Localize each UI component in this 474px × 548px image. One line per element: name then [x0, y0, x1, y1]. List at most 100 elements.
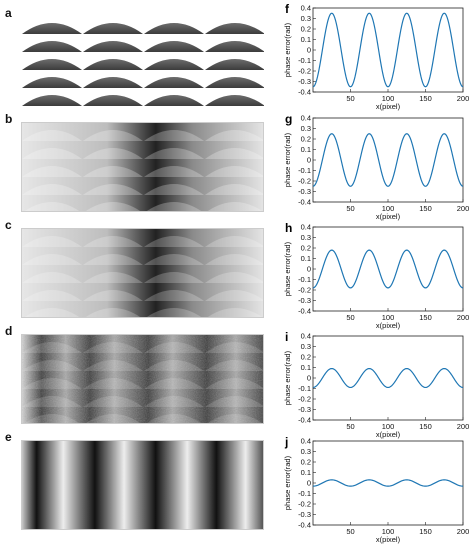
lens-overlay	[205, 236, 263, 247]
phase-error-line	[312, 367, 464, 389]
lens-overlay	[22, 360, 82, 371]
lens-shape	[144, 23, 204, 34]
lens-shape	[144, 95, 204, 106]
plot-frame	[312, 440, 464, 526]
lens-overlay	[147, 414, 201, 423]
y-tick-label: -0.2	[298, 286, 311, 295]
y-tick-label: 0.1	[301, 468, 311, 477]
image-panel-c	[21, 228, 264, 318]
lens-overlay	[86, 308, 140, 317]
lens-shape	[205, 59, 264, 70]
x-axis-label: x(pixel)	[376, 430, 401, 439]
y-tick-label: -0.3	[298, 296, 311, 305]
chart-h: h 0.4 0.3 0.2 0.1 0 -0.1 -0.2 -0.3 -0.4 50 100 150 20…	[283, 221, 470, 330]
x-tick-label: 200	[457, 204, 470, 213]
x-tick-label: 100	[382, 94, 395, 103]
panel-label: i	[285, 330, 288, 344]
lens-shape	[205, 77, 264, 88]
lens-overlay	[144, 148, 204, 159]
y-tick-label: 0	[307, 374, 311, 383]
x-tick-label: 150	[419, 94, 432, 103]
lens-overlay	[22, 148, 82, 159]
y-tick-label: 0.3	[301, 233, 311, 242]
y-tick-label: 0.4	[301, 332, 311, 341]
x-tick-label: 200	[457, 313, 470, 322]
lens-overlay	[205, 254, 263, 265]
y-axis-label: phase error(rad)	[283, 22, 292, 77]
chart-svg: f 0.40.3 0.20.1 0-0.1 -0.2-0.3 -0.4 50 100 150 20…	[283, 2, 470, 111]
y-tick-label: -0.1	[298, 56, 311, 65]
y-tick-label: 0.1	[301, 35, 311, 44]
y-tick-label: 0	[307, 156, 311, 165]
lens-shape	[22, 95, 82, 106]
y-tick-label: 0.1	[301, 145, 311, 154]
y-tick-label: 0.2	[301, 353, 311, 362]
y-tick-label: 0	[307, 265, 311, 274]
lens-overlay	[25, 308, 79, 317]
x-tick-label: 150	[419, 422, 432, 431]
chart-svg: j 0.40.3 0.20.1 0-0.1 -0.2-0.3 -0.4 50 100 150 20…	[283, 435, 469, 544]
lens-overlay	[86, 202, 140, 211]
y-tick-label: -0.2	[298, 395, 311, 404]
lens-overlay	[144, 130, 204, 141]
y-axis-label: phase error(rad)	[283, 350, 292, 405]
lens-shape	[205, 23, 264, 34]
lens-overlay	[83, 236, 143, 247]
lens-overlay	[83, 130, 143, 141]
y-axis-label: phase error(rad)	[283, 241, 292, 296]
lens-overlay	[144, 254, 204, 265]
x-tick-label: 100	[382, 204, 395, 213]
y-axis-label: phase error(rad)	[283, 132, 292, 187]
smooth-fringe-bands	[22, 441, 263, 529]
lens-shape	[144, 77, 204, 88]
y-tick-label: 0.3	[301, 14, 311, 23]
chart-i: i 0.4 0.3 0.2 0.1 0 -0.1 -0.2 -0.3 -0.4 50 100 150 20…	[283, 330, 469, 439]
lens-overlay	[144, 290, 204, 301]
lens-overlay	[205, 148, 263, 159]
lens-overlay	[208, 414, 262, 423]
lens-overlay	[144, 236, 204, 247]
panel-label-c: c	[5, 218, 12, 232]
y-tick-label: 0	[307, 46, 311, 55]
lens-overlay	[205, 378, 263, 389]
lens-overlay	[22, 236, 82, 247]
y-tick-label: 0.1	[301, 363, 311, 372]
lens-overlay	[83, 378, 143, 389]
chart-f: f 0.4 0.3 0.2 0.1 0 -0.1 -0.2 -0.3 -0.4 50 100 150 20…	[283, 2, 470, 111]
lens-overlay	[144, 166, 204, 177]
y-tick-label: 0.1	[301, 254, 311, 263]
x-tick-label: 150	[419, 313, 432, 322]
chart-g: g 0.4 0.3 0.2 0.1 0 -0.1 -0.2 -0.3 -0.4 50 100 150 20…	[283, 112, 470, 221]
panel-label: j	[284, 435, 288, 449]
phase-error-line	[312, 249, 464, 289]
y-tick-label: 0.4	[301, 4, 311, 13]
lens-overlay	[22, 272, 82, 283]
lens-shape	[22, 41, 82, 52]
fringe-bands	[22, 229, 263, 317]
lens-shape	[205, 95, 264, 106]
lens-overlay	[83, 272, 143, 283]
x-axis-label: x(pixel)	[376, 535, 401, 544]
lens-overlay	[205, 396, 263, 407]
y-tick-label: -0.3	[298, 77, 311, 86]
plot-frame	[312, 226, 464, 312]
lens-overlay	[22, 254, 82, 265]
y-tick-label: -0.4	[298, 198, 311, 207]
x-tick-label: 50	[346, 422, 354, 431]
y-tick-label: 0.2	[301, 135, 311, 144]
lens-shape	[83, 59, 143, 70]
panel-label: h	[285, 221, 292, 235]
y-tick-label: -0.1	[298, 384, 311, 393]
lens-shape	[22, 77, 82, 88]
x-tick-label: 100	[382, 527, 395, 536]
lens-overlay	[144, 342, 204, 353]
y-tick-label: -0.3	[298, 510, 311, 519]
x-tick-label: 200	[457, 94, 470, 103]
y-tick-label: -0.2	[298, 67, 311, 76]
lens-shape	[22, 59, 82, 70]
chart-j: j 0.4 0.3 0.2 0.1 0 -0.1 -0.2 -0.3 -0.4 50 100 150 20…	[283, 435, 469, 544]
x-tick-label: 150	[419, 204, 432, 213]
lens-overlay	[83, 148, 143, 159]
lens-overlay	[205, 184, 263, 195]
y-tick-label: -0.4	[298, 521, 311, 530]
